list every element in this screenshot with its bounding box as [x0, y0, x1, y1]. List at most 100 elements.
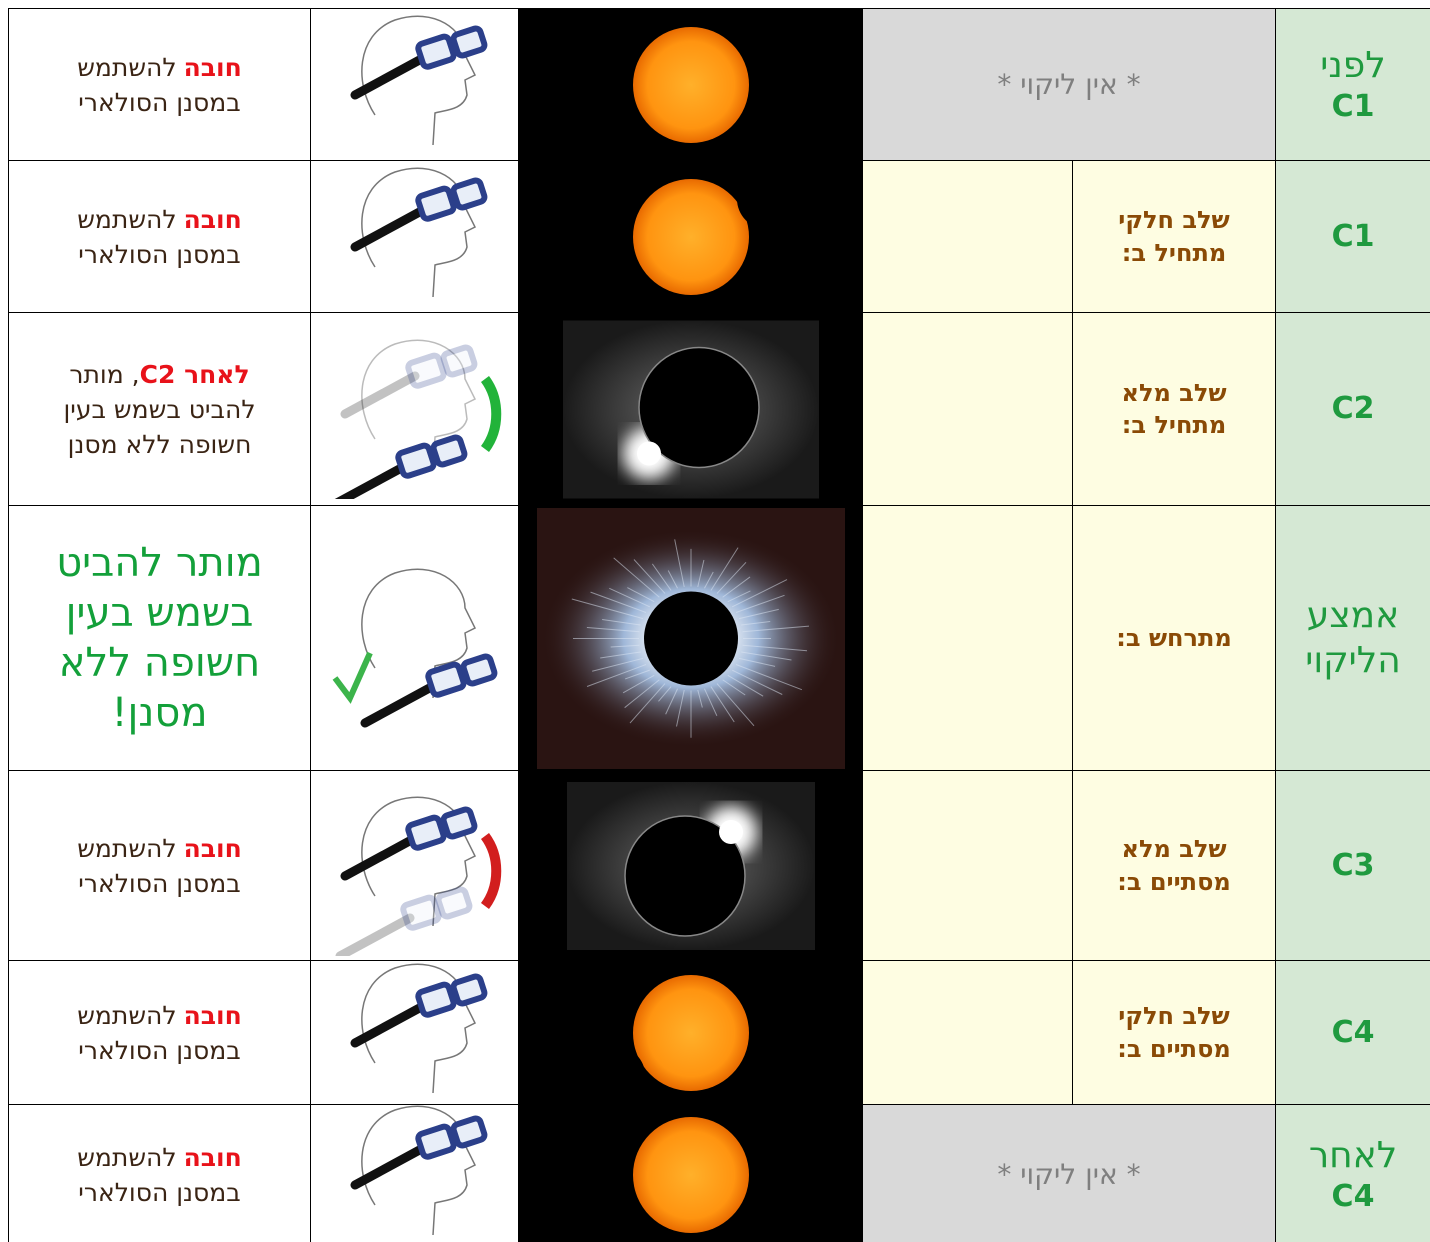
phase-text: מתרחש ב:: [1116, 622, 1232, 654]
glasses-icon: [315, 319, 515, 499]
instruction-emphasis: חובה: [184, 834, 242, 863]
instruction-text: בשמש בעין: [56, 588, 263, 638]
phase-text: שלב מלא: [1117, 833, 1231, 865]
glasses-icon: [315, 1085, 515, 1242]
phase-label: שלב חלקימתחיל ב:: [1118, 204, 1229, 269]
eclipse-image: [520, 11, 862, 159]
instruction-cell: חובה להשתמש במסנן הסולארי: [8, 1104, 311, 1242]
no-eclipse-cell: * אין ליקוי *: [862, 8, 1276, 161]
phase-text: מסתיים ב:: [1117, 1033, 1231, 1065]
no-eclipse-cell: * אין ליקוי *: [862, 1104, 1276, 1242]
stage-text: C2: [1332, 390, 1375, 428]
instruction-emphasis: חובה: [184, 205, 242, 234]
phase-cell: מתרחש ב:: [1072, 505, 1276, 771]
phase-text: מתחיל ב:: [1121, 409, 1226, 441]
instruction-text: במסנן הסולארי: [77, 85, 242, 120]
instruction-text: במסנן הסולארי: [77, 866, 242, 901]
image-cell: [518, 770, 863, 961]
image-cell: [518, 312, 863, 506]
instruction-emphasis: חובה: [184, 53, 242, 82]
instruction-text: להשתמש: [77, 1001, 176, 1030]
phase-text: שלב חלקי: [1117, 1000, 1231, 1032]
instruction-line: חובהלהשתמש: [77, 202, 242, 237]
image-cell: [518, 1104, 863, 1242]
instruction-text: חשופה ללא מסנן: [63, 427, 255, 462]
instruction-line: חובה להשתמש: [77, 998, 242, 1033]
phase-cell: שלב חלקימתחיל ב:: [1072, 160, 1276, 313]
instruction-emphasis: לאחר C2: [140, 360, 250, 389]
instruction-text: להשתמש: [77, 834, 176, 863]
eclipse-table: לפניC1* אין ליקוי *חובהלהשתמשבמסנן הסולא…: [0, 0, 1430, 1242]
eclipse-image: [520, 508, 862, 769]
stage-label: C1: [1332, 218, 1375, 256]
instruction-text: להביט בשמש בעין: [63, 392, 255, 427]
time-cell: [862, 160, 1073, 313]
instruction-cell: חובה להשתמש במסנן הסולארי: [8, 8, 311, 161]
eclipse-image: [520, 163, 862, 311]
instruction-text: במסנן הסולארי: [77, 237, 242, 272]
glasses-cell: [310, 8, 519, 161]
phase-cell: שלב חלקימסתיים ב:: [1072, 960, 1276, 1105]
glasses-cell: [310, 1104, 519, 1242]
phase-label: שלב חלקימסתיים ב:: [1117, 1000, 1231, 1065]
instruction-text: מסנן!: [56, 688, 263, 738]
image-cell: [518, 160, 863, 313]
instruction-text: להשתמש: [77, 53, 176, 82]
stage-text: C1: [1332, 218, 1375, 256]
glasses-icon: [315, 776, 515, 956]
phase-text: שלב חלקי: [1118, 204, 1229, 236]
no-eclipse-text: * אין ליקוי *: [997, 68, 1140, 101]
phase-cell: שלב מלאמסתיים ב:: [1072, 770, 1276, 961]
instruction-line: חובה להשתמש: [77, 1140, 242, 1175]
phase-text: מסתיים ב:: [1117, 866, 1231, 898]
instruction-text: מותר להביט: [56, 538, 263, 588]
instruction-emphasis: חובה: [184, 1001, 242, 1030]
instruction-text: במסנן הסולארי: [77, 1175, 242, 1210]
stage-text: לפני: [1320, 43, 1385, 88]
instruction-line: לאחר C2, מותר: [63, 357, 255, 392]
eclipse-image: [520, 773, 862, 959]
instruction-line: חובה להשתמש: [77, 831, 242, 866]
stage-text: לאחר: [1309, 1133, 1397, 1178]
instruction-line: חובה להשתמש: [77, 50, 242, 85]
stage-cell: C1: [1275, 160, 1430, 313]
stage-text: C1: [1320, 88, 1385, 126]
time-cell: [862, 960, 1073, 1105]
stage-label: C3: [1332, 847, 1375, 885]
instruction: חובה להשתמש במסנן הסולארי: [77, 831, 242, 901]
instruction-emphasis: חובה: [184, 1143, 242, 1172]
stage-text: אמצע: [1305, 593, 1400, 638]
time-cell: [862, 770, 1073, 961]
instruction-text: להשתמש: [77, 1143, 176, 1172]
instruction: חובה להשתמש במסנן הסולארי: [77, 50, 242, 120]
glasses-cell: [310, 960, 519, 1105]
phase-label: שלב מלאמתחיל ב:: [1121, 377, 1226, 442]
stage-label: C2: [1332, 390, 1375, 428]
time-cell: [862, 312, 1073, 506]
phase-label: שלב מלאמסתיים ב:: [1117, 833, 1231, 898]
eclipse-image: [520, 315, 862, 504]
time-cell: [862, 505, 1073, 771]
instruction-text: , מותר: [69, 360, 139, 389]
stage-text: C3: [1332, 847, 1375, 885]
glasses-cell: [310, 770, 519, 961]
instruction-cell: חובה להשתמש במסנן הסולארי: [8, 770, 311, 961]
image-cell: [518, 505, 863, 771]
glasses-cell: [310, 505, 519, 771]
image-cell: [518, 960, 863, 1105]
phase-text: שלב מלא: [1121, 377, 1226, 409]
image-cell: [518, 8, 863, 161]
